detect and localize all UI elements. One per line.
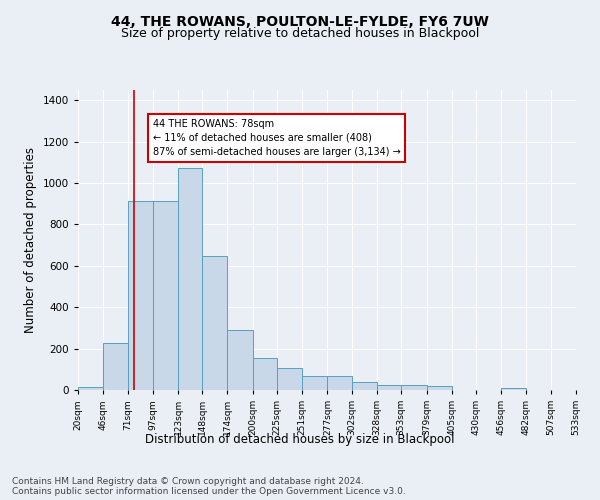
- Bar: [128, 200, 153, 390]
- Text: Distribution of detached houses by size in Blackpool: Distribution of detached houses by size …: [145, 432, 455, 446]
- Y-axis label: Number of detached properties: Number of detached properties: [24, 147, 37, 333]
- Bar: [302, 376, 328, 390]
- Bar: [227, 330, 253, 390]
- Text: 44 THE ROWANS: 78sqm
← 11% of detached houses are smaller (408)
87% of semi-deta: 44 THE ROWANS: 78sqm ← 11% of detached h…: [153, 119, 400, 157]
- Text: Contains HM Land Registry data © Crown copyright and database right 2024.: Contains HM Land Registry data © Crown c…: [12, 478, 364, 486]
- Bar: [277, 368, 302, 390]
- Bar: [501, 388, 526, 390]
- Bar: [178, 168, 202, 390]
- Bar: [427, 386, 452, 390]
- Text: Contains public sector information licensed under the Open Government Licence v3: Contains public sector information licen…: [12, 488, 406, 496]
- Bar: [202, 256, 227, 390]
- Bar: [253, 358, 277, 390]
- Bar: [377, 385, 401, 390]
- Text: Size of property relative to detached houses in Blackpool: Size of property relative to detached ho…: [121, 28, 479, 40]
- Bar: [103, 344, 128, 390]
- Bar: [78, 387, 103, 390]
- Bar: [401, 386, 427, 390]
- Bar: [352, 382, 377, 390]
- Bar: [153, 200, 178, 390]
- Bar: [328, 376, 352, 390]
- Text: 44, THE ROWANS, POULTON-LE-FYLDE, FY6 7UW: 44, THE ROWANS, POULTON-LE-FYLDE, FY6 7U…: [111, 15, 489, 29]
